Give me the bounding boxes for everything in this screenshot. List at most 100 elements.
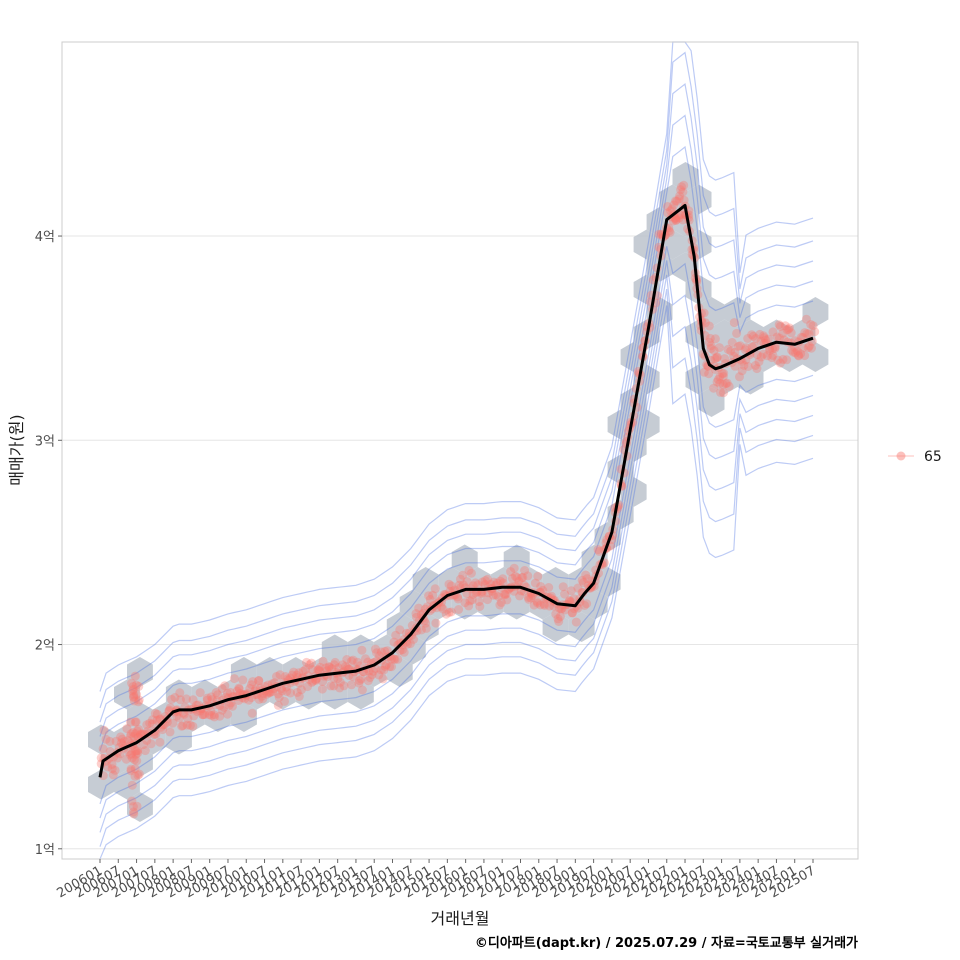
hexbin-cell: [347, 679, 374, 710]
scatter-point: [444, 607, 454, 617]
scatter-point: [464, 601, 474, 611]
scatter-point: [554, 617, 564, 626]
scatter-point: [133, 697, 143, 707]
scatter-point: [116, 732, 126, 742]
scatter-point: [355, 676, 364, 686]
scatter-point: [330, 657, 340, 667]
hexbin-cell: [685, 184, 712, 215]
scatter-point: [473, 580, 483, 590]
scatter-point: [329, 681, 339, 691]
scatter-point: [462, 589, 472, 599]
scatter-point: [353, 657, 363, 667]
scatter-point: [329, 673, 339, 683]
scatter-point: [223, 709, 232, 719]
scatter-point: [315, 662, 325, 672]
scatter-point: [794, 351, 804, 361]
scatter-point: [737, 366, 747, 376]
scatter-point: [508, 574, 517, 583]
scatter-point: [318, 656, 328, 666]
hexbin-cell: [243, 679, 270, 710]
scatter-point: [219, 702, 229, 712]
scatter-point: [785, 323, 794, 333]
scatter-point: [524, 594, 534, 604]
scatter-point: [456, 574, 465, 584]
hexbin-cell: [114, 679, 140, 710]
scatter-point: [292, 670, 302, 680]
scatter-point: [172, 711, 182, 721]
density-contour: [99, 114, 814, 737]
hexbin-cell: [685, 319, 712, 350]
scatter-point: [372, 648, 382, 658]
scatter-point: [174, 713, 184, 723]
hexbin-cell: [412, 612, 439, 642]
scatter-point: [207, 711, 216, 720]
scatter-point: [712, 377, 722, 387]
scatter-point: [474, 597, 484, 607]
hexbin-cell: [724, 342, 751, 372]
scatter-point: [363, 676, 373, 686]
scatter-point: [741, 343, 751, 353]
hexbin-cell: [620, 477, 647, 507]
scatter-point: [127, 796, 137, 806]
scatter-point: [155, 737, 165, 747]
scatter-point: [727, 338, 737, 347]
scatter-point: [723, 344, 733, 354]
scatter-point: [307, 677, 317, 687]
scatter-point: [523, 593, 533, 602]
scatter-point: [495, 576, 505, 586]
scatter-point: [258, 694, 268, 704]
scatter-point: [138, 740, 148, 750]
scatter-point: [395, 625, 405, 635]
scatter-point: [458, 580, 468, 590]
hexbin-cell: [737, 319, 764, 350]
hexbin-cell: [503, 589, 530, 620]
scatter-point: [523, 571, 533, 581]
scatter-point: [421, 618, 431, 628]
trend-line-layer: [98, 203, 814, 778]
scatter-point: [347, 656, 357, 666]
scatter-point: [569, 594, 579, 604]
scatter-point: [560, 589, 570, 599]
density-contour: [99, 41, 814, 692]
scatter-point: [721, 379, 731, 389]
scatter-point: [354, 678, 364, 688]
scatter-point: [368, 666, 378, 676]
scatter-point: [298, 666, 308, 676]
scatter-point: [374, 670, 384, 680]
scatter-point: [287, 670, 297, 680]
scatter-point: [133, 746, 143, 756]
scatter-point: [405, 639, 415, 649]
scatter-point: [778, 354, 788, 364]
scatter-point: [128, 682, 138, 691]
scatter-point: [775, 358, 785, 368]
scatter-point: [460, 598, 470, 608]
scatter-point: [217, 684, 227, 693]
scatter-point: [501, 589, 511, 599]
scatter-point: [265, 687, 275, 697]
scatter-point: [759, 331, 768, 341]
scatter-point: [324, 662, 334, 672]
hexbin-cell: [698, 387, 725, 417]
scatter-point: [126, 717, 135, 727]
scatter-point: [130, 717, 140, 727]
density-contour: [99, 289, 814, 847]
scatter-point: [793, 350, 803, 360]
scatter-point: [206, 692, 216, 702]
hexbin-cell: [373, 634, 400, 665]
scatter-point: [483, 574, 492, 584]
scatter-point: [189, 711, 199, 721]
scatter-point: [514, 576, 524, 586]
scatter-point: [761, 335, 771, 345]
y-tick-label: 3억: [35, 434, 55, 449]
scatter-point: [444, 579, 454, 589]
scatter-point: [314, 664, 324, 674]
scatter-point: [294, 692, 304, 701]
hexbin-cell: [607, 454, 634, 485]
hexbin-cell: [633, 409, 660, 440]
scatter-point: [722, 378, 732, 388]
scatter-point: [152, 709, 162, 719]
scatter-point: [308, 676, 318, 686]
scatter-point: [167, 694, 176, 704]
scatter-point: [254, 676, 264, 685]
